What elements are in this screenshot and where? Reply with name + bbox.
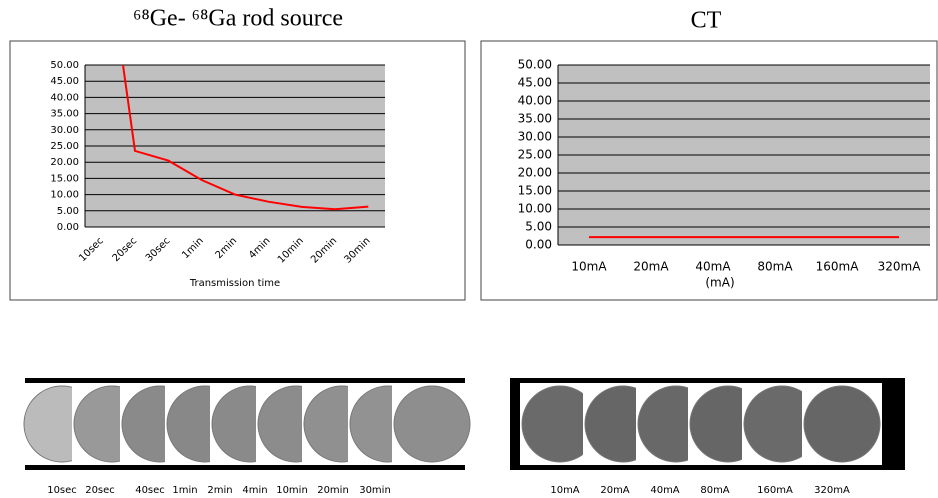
x-tick-label: 320mA (878, 260, 922, 274)
y-tick-label: 35.00 (50, 109, 79, 120)
image-label: 2min (207, 485, 232, 496)
y-tick-label: 30.00 (50, 125, 79, 136)
y-tick-label: 50.00 (518, 58, 552, 72)
y-tick-label: 35.00 (518, 112, 552, 126)
image-label: 10sec (47, 485, 77, 496)
phantom-image (393, 385, 471, 463)
image-label: 20sec (85, 485, 115, 496)
image-label: 80mA (700, 485, 729, 496)
x-tick-label: 80mA (757, 260, 793, 274)
data-line (121, 65, 369, 211)
chart-title: CT (691, 8, 722, 34)
y-tick-label: 10.00 (50, 190, 79, 201)
y-tick-label: 5.00 (525, 220, 552, 234)
image-label: 40sec (135, 485, 165, 496)
y-tick-label: 20.00 (518, 166, 552, 180)
y-tick-label: 25.00 (50, 141, 79, 152)
phantom-image (803, 385, 881, 463)
image-label: 320mA (814, 485, 850, 496)
y-tick-label: 15.00 (518, 184, 552, 198)
y-tick-label: 45.00 (518, 76, 552, 90)
image-label: 10min (276, 485, 308, 496)
image-label: 4min (242, 485, 267, 496)
y-tick-label: 10.00 (518, 202, 552, 216)
image-label: 40mA (650, 485, 679, 496)
x-tick-label: 20mA (633, 260, 669, 274)
x-tick-label: 40mA (695, 260, 731, 274)
y-tick-label: 25.00 (518, 148, 552, 162)
y-tick-label: 20.00 (50, 157, 79, 168)
y-tick-label: 0.00 (525, 238, 552, 252)
image-label: 20min (317, 485, 349, 496)
image-label: 10mA (550, 485, 579, 496)
y-tick-label: 40.00 (518, 94, 552, 108)
y-tick-label: 45.00 (50, 76, 79, 87)
chart-title: ⁶⁸Ge- ⁶⁸Ga rod source (133, 6, 343, 32)
y-tick-label: 40.00 (50, 92, 79, 103)
y-tick-label: 30.00 (518, 130, 552, 144)
x-axis-label: Transmission time (189, 278, 280, 289)
y-tick-label: 0.00 (57, 222, 79, 233)
image-label: 30min (359, 485, 391, 496)
y-tick-label: 50.00 (50, 60, 79, 71)
image-label: 160mA (757, 485, 793, 496)
image-label: 20mA (600, 485, 629, 496)
y-tick-label: 15.00 (50, 173, 79, 184)
x-axis-label: (mA) (705, 276, 734, 290)
image-label: 1min (172, 485, 197, 496)
y-tick-label: 5.00 (57, 206, 79, 217)
x-tick-label: 10mA (571, 260, 607, 274)
x-tick-label: 160mA (816, 260, 860, 274)
